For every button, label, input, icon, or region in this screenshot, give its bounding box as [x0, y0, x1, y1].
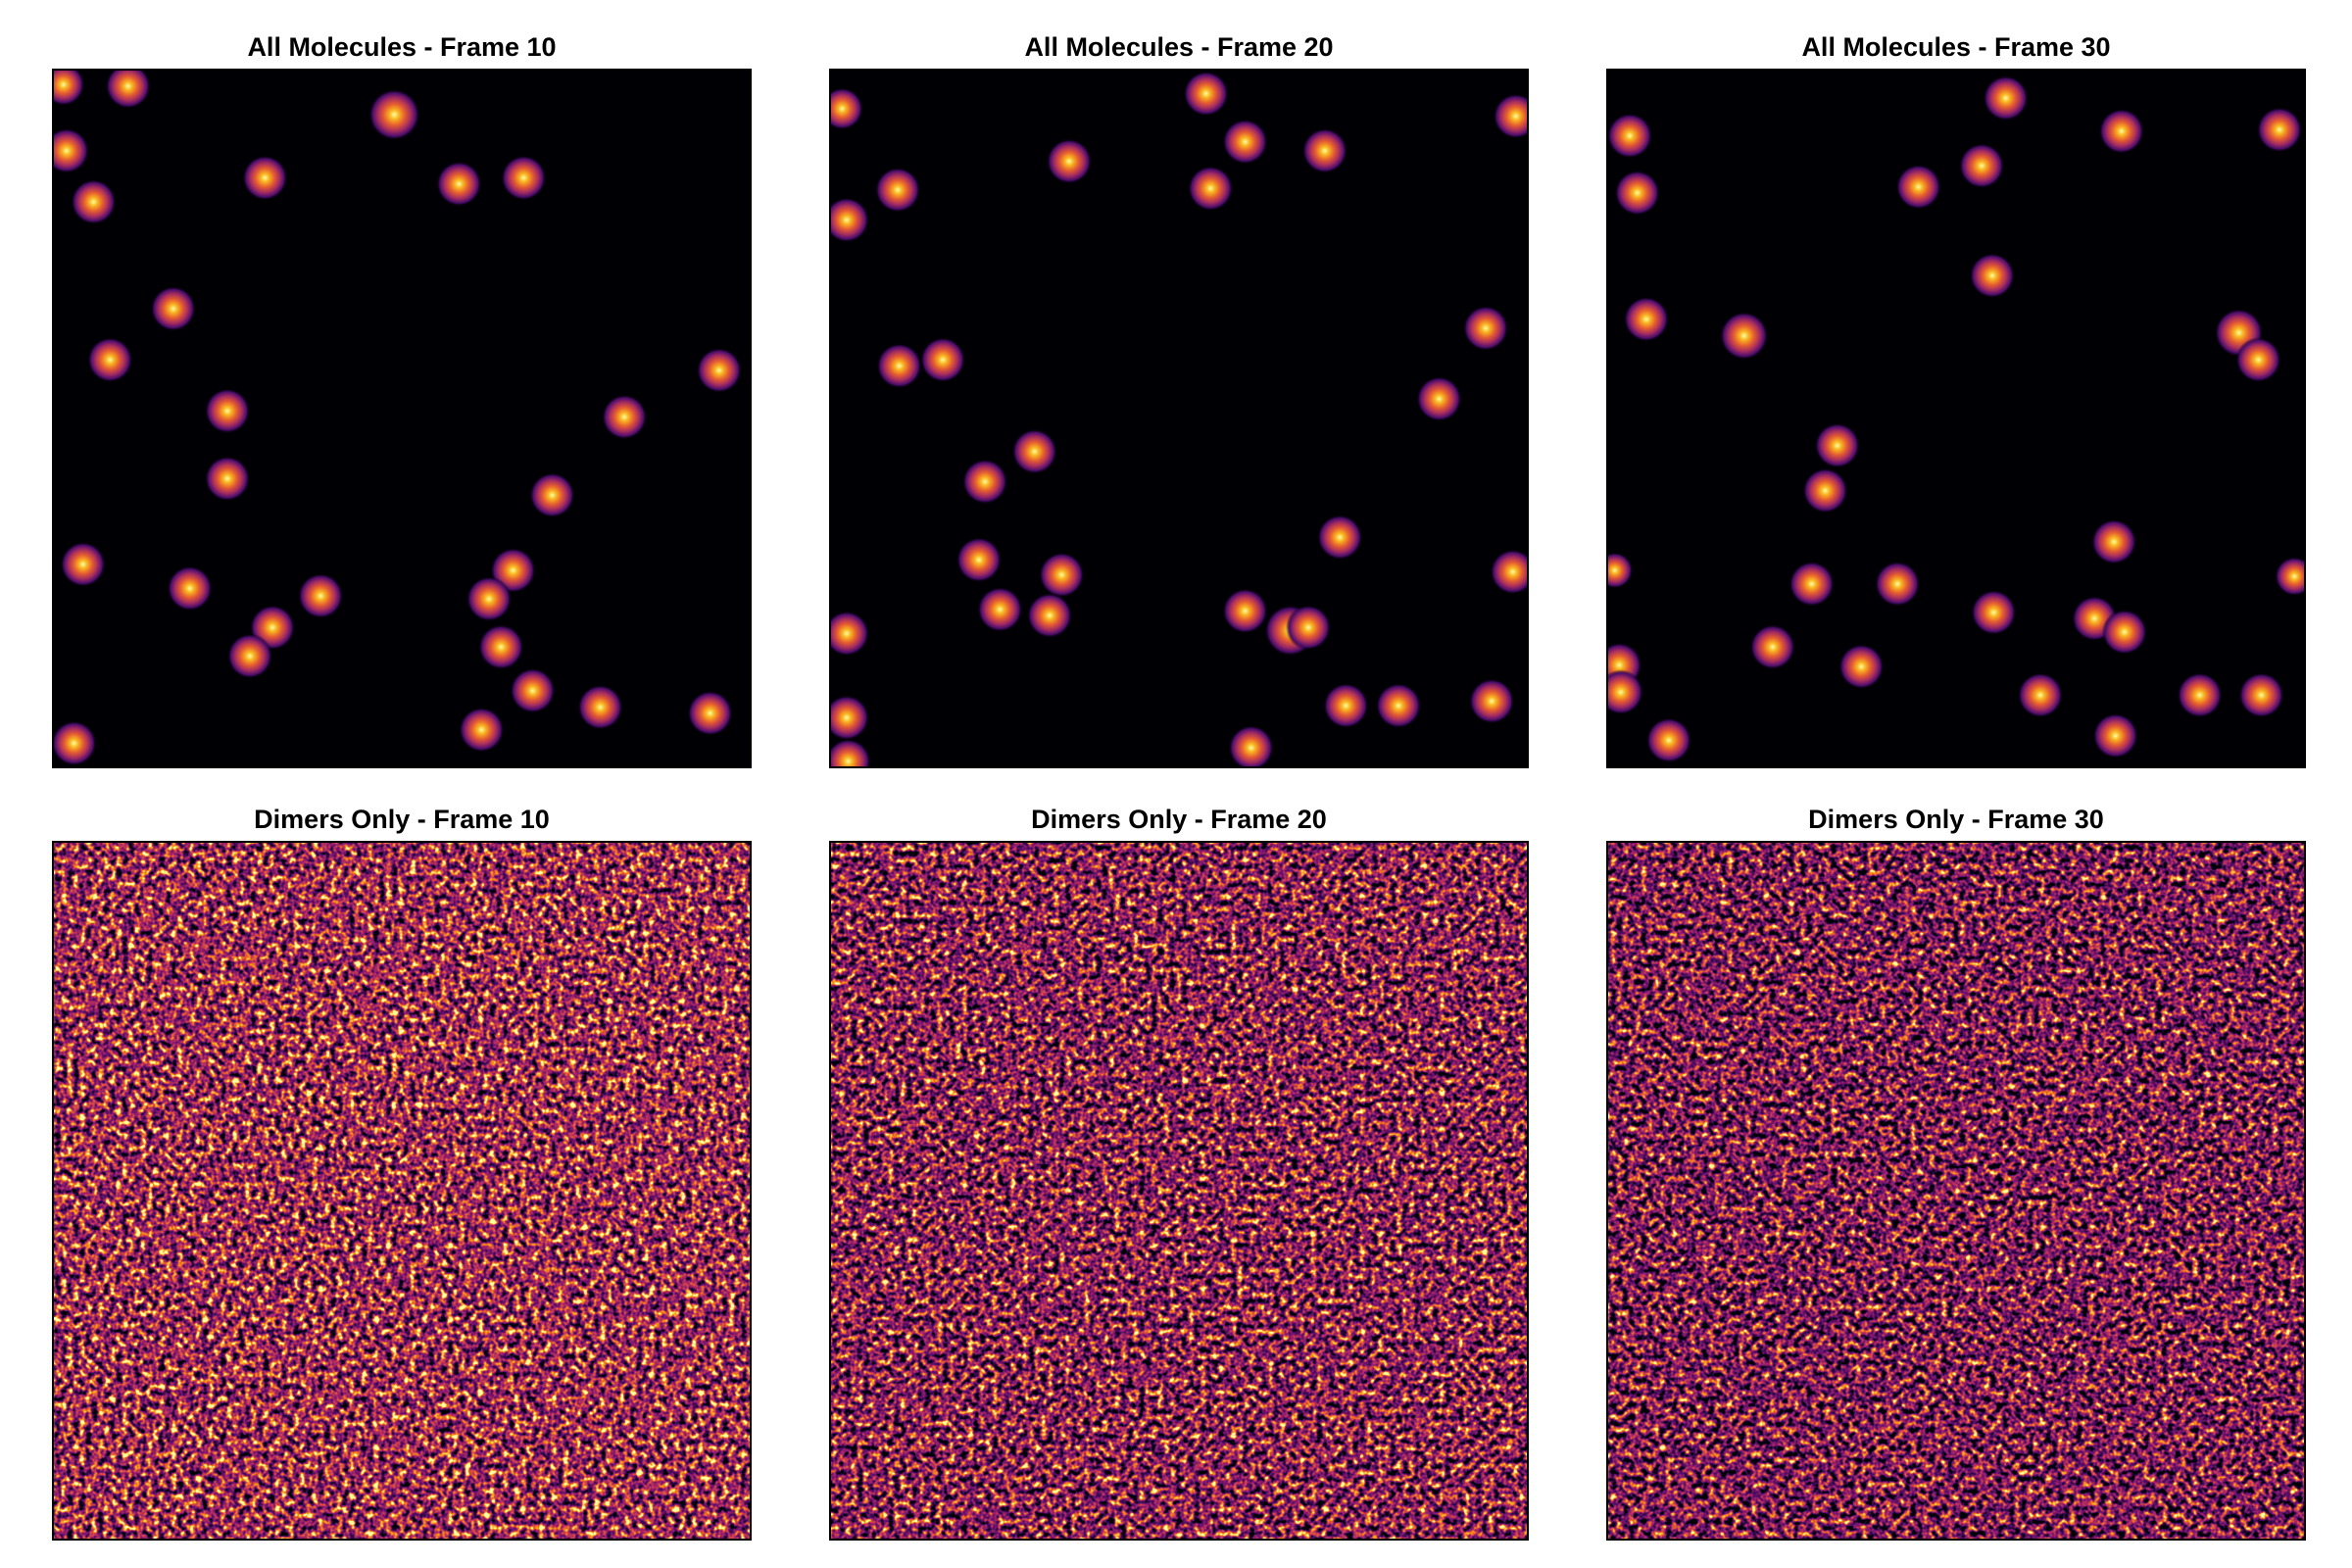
- panel-title: Dimers Only - Frame 30: [1808, 805, 2104, 834]
- image-background: [1607, 70, 2306, 768]
- noise-image: [830, 842, 1528, 1540]
- image-panel: [1607, 70, 2306, 768]
- panel-title: All Molecules - Frame 30: [1801, 32, 2110, 62]
- panel-title: All Molecules - Frame 10: [247, 32, 556, 62]
- noise-image: [53, 842, 751, 1540]
- image-frame: [829, 841, 1529, 1541]
- panel-title: Dimers Only - Frame 20: [1031, 805, 1327, 834]
- noise-image: [1607, 842, 2305, 1540]
- image-panel: [830, 70, 1529, 768]
- image-frame: [52, 841, 752, 1541]
- image-frame: [1606, 69, 2306, 768]
- image-frame: [1606, 841, 2306, 1541]
- spots: [53, 70, 742, 766]
- image-frame: [52, 69, 752, 768]
- image-frame: [829, 69, 1529, 768]
- spots: [830, 71, 1529, 768]
- spots: [1607, 75, 2306, 763]
- panel-title: All Molecules - Frame 20: [1024, 32, 1333, 62]
- panel-title: Dimers Only - Frame 10: [254, 805, 550, 834]
- image-panel: [53, 70, 752, 768]
- image-background: [830, 70, 1529, 768]
